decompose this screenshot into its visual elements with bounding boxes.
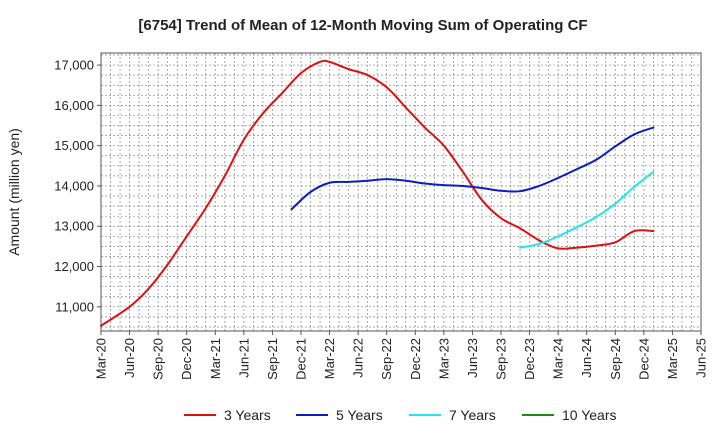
grid-lines (101, 53, 701, 331)
x-tick-label: Dec-21 (294, 338, 309, 380)
y-axis-ticks: 11,000 12,000 13,000 14,000 15,000 16,000 17,0… (54, 58, 101, 314)
x-tick-label: Dec-23 (522, 338, 537, 380)
y-tick-label: 17,000 (54, 58, 94, 73)
series-lines (100, 59, 655, 327)
x-axis-ticks: Mar-20 Jun-20 Sep-20 Dec-20 Mar-21 Jun-21 Sep-… (94, 331, 709, 380)
y-tick-label: 11,000 (55, 299, 94, 314)
legend-label: 10 Years (562, 407, 617, 423)
x-tick-label: Dec-20 (179, 338, 194, 380)
x-tick-label: Jun-21 (236, 338, 251, 378)
legend: 3 Years 5 Years 7 Years 10 Years (184, 407, 617, 423)
y-tick-label: 12,000 (54, 259, 94, 274)
plot-frame (100, 52, 702, 332)
y-tick-label: 13,000 (54, 219, 94, 234)
x-tick-label: Sep-21 (265, 338, 280, 380)
x-tick-label: Jun-20 (122, 338, 137, 378)
legend-label: 3 Years (224, 407, 271, 423)
series-line-5-years (290, 126, 655, 211)
legend-label: 5 Years (336, 407, 383, 423)
legend-label: 7 Years (449, 407, 496, 423)
x-tick-label: Sep-22 (379, 338, 394, 380)
x-tick-label: Jun-22 (351, 338, 366, 378)
x-tick-label: Jun-24 (579, 338, 594, 378)
x-tick-label: Dec-24 (636, 338, 651, 380)
x-tick-label: Sep-23 (494, 338, 509, 380)
x-tick-label: Mar-25 (665, 338, 680, 379)
x-tick-label: Mar-20 (94, 338, 109, 379)
x-tick-label: Mar-22 (322, 338, 337, 379)
x-tick-label: Jun-25 (694, 338, 709, 378)
x-tick-label: Mar-24 (551, 338, 566, 379)
x-tick-label: Mar-23 (436, 338, 451, 379)
y-tick-label: 15,000 (54, 138, 94, 153)
y-tick-label: 14,000 (54, 178, 94, 193)
series-line-7-years (519, 170, 655, 249)
x-tick-label: Mar-21 (208, 338, 223, 379)
x-tick-label: Jun-23 (465, 338, 480, 378)
y-tick-label: 16,000 (54, 98, 94, 113)
y-axis-label: Amount (million yen) (6, 128, 22, 256)
x-tick-label: Sep-20 (151, 338, 166, 380)
series-line-3-years (100, 59, 655, 327)
x-tick-label: Dec-22 (408, 338, 423, 380)
chart-title: [6754] Trend of Mean of 12-Month Moving … (138, 17, 587, 34)
x-tick-label: Sep-24 (608, 338, 623, 380)
